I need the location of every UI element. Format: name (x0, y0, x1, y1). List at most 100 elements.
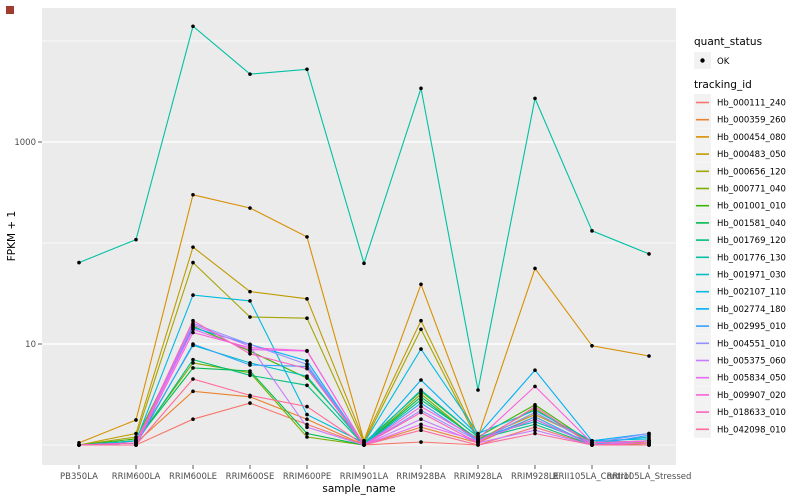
legend-item: Hb_002774_180 (694, 300, 786, 318)
legend-item-label: Hb_001581_040 (717, 219, 786, 229)
data-point (248, 351, 252, 356)
legend-tracking-items: Hb_000111_240 Hb_000359_260 Hb_000454_080 H… (694, 94, 786, 438)
data-point (533, 419, 537, 424)
data-point (419, 347, 423, 351)
legend-item-label: Hb_009907_020 (717, 391, 786, 401)
data-point (134, 431, 138, 436)
data-point (305, 425, 309, 430)
data-point (248, 206, 252, 210)
data-point (248, 345, 252, 350)
data-point (134, 443, 138, 447)
data-point (191, 318, 195, 323)
legend-item: Hb_001001_010 (694, 197, 786, 215)
data-point (248, 393, 252, 398)
data-point (248, 299, 252, 303)
data-point (476, 433, 480, 438)
data-point (533, 404, 537, 409)
data-point (476, 443, 480, 447)
data-point (362, 261, 366, 266)
plot-panel (42, 8, 676, 465)
x-tick-label: RRIM600SE (226, 472, 275, 482)
legend-item-label: Hb_001769_120 (717, 236, 786, 246)
x-tick-label: RRIM928LA (454, 472, 503, 482)
x-tick-label: PB350LA (60, 472, 98, 482)
data-point (191, 342, 195, 346)
data-point (419, 388, 423, 392)
data-point (533, 428, 537, 433)
data-point (419, 398, 423, 402)
legend-item: Hb_009907_020 (694, 386, 786, 404)
data-point (305, 383, 309, 388)
data-point (305, 235, 309, 239)
legend-item-label: Hb_000359_260 (717, 116, 786, 126)
data-point (533, 431, 537, 436)
x-tick-label: RRIM600LE (169, 472, 217, 482)
data-point (419, 404, 423, 409)
legend-item-label: Hb_000483_050 (717, 150, 786, 160)
legend-item-label: Hb_005375_060 (717, 357, 786, 367)
legend-item-label: Hb_001971_030 (717, 271, 786, 281)
legend-item-label: Hb_000111_240 (717, 99, 786, 109)
x-tick-label: RRIM928LE (511, 472, 559, 482)
data-point (191, 389, 195, 394)
data-point (590, 229, 594, 233)
data-point (248, 315, 252, 319)
corner-mark (6, 6, 14, 14)
data-point (248, 289, 252, 294)
legend-item: Hb_005375_060 (694, 352, 786, 369)
y-axis-title: FPKM + 1 (6, 211, 18, 261)
data-point (419, 378, 423, 382)
data-point (419, 417, 423, 422)
x-tick-label: RRIM600LA (112, 472, 161, 482)
data-point (647, 252, 651, 256)
data-point (419, 410, 423, 415)
data-point (305, 374, 309, 378)
data-point (305, 422, 309, 427)
data-point (419, 282, 423, 287)
x-tick-label: RRII105LA_Stressed (607, 472, 692, 482)
legend-item-label: Hb_002774_180 (717, 305, 786, 315)
legend-item-label: Hb_042098_010 (717, 425, 786, 435)
y-tick-label: 10 (25, 340, 36, 350)
data-point (590, 343, 594, 348)
data-point (191, 24, 195, 29)
data-point (533, 417, 537, 422)
data-point (191, 327, 195, 332)
x-tick-label: RRIM600PE (283, 472, 331, 482)
x-axis-ticks: PB350LA RRIM600LA RRIM600LE RRIM600SE RRIM60… (60, 465, 691, 482)
data-point (191, 293, 195, 297)
legend-item: Hb_000454_080 (694, 128, 786, 146)
legend-item: Hb_002107_110 (694, 283, 786, 301)
data-point (191, 417, 195, 422)
data-point (305, 404, 309, 409)
data-point (191, 366, 195, 370)
data-point (191, 193, 195, 197)
legend-item-label: Hb_001776_130 (717, 253, 786, 263)
y-axis-ticks: 1000 10 (14, 138, 42, 350)
x-tick-label: RRIM928BA (396, 472, 446, 482)
data-point (305, 297, 309, 301)
legend-item: Hb_000771_040 (694, 180, 786, 197)
data-point (248, 363, 252, 367)
data-point (647, 354, 651, 358)
data-point (419, 395, 423, 399)
legend-title-tracking-id: tracking_id (694, 79, 752, 91)
data-point (191, 377, 195, 381)
data-point (305, 435, 309, 439)
data-point (305, 348, 309, 353)
data-point (419, 422, 423, 427)
legend-item: Hb_000111_240 (694, 94, 786, 111)
data-point (248, 369, 252, 373)
data-point (419, 428, 423, 433)
data-point (248, 401, 252, 405)
data-point (305, 362, 309, 367)
data-point (533, 266, 537, 271)
data-point (419, 327, 423, 332)
legend-item-label: Hb_000454_080 (717, 133, 786, 143)
x-tick-label: RRII105LA_Control (553, 472, 632, 482)
legend: quant_status OK tracking_id Hb_000111_24… (694, 36, 786, 438)
data-point (419, 425, 423, 430)
data-point (647, 443, 651, 447)
legend-item-label: OK (717, 57, 730, 67)
